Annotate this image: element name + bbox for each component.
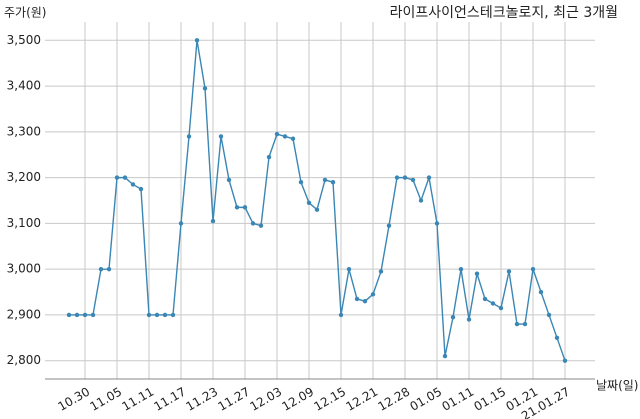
- marker: [330, 179, 336, 185]
- marker: [106, 266, 112, 272]
- marker: [82, 312, 88, 318]
- y-tick-label: 3,400: [7, 79, 41, 93]
- marker: [258, 223, 264, 228]
- marker: [362, 298, 368, 304]
- x-axis-label: 날짜(일): [596, 379, 638, 393]
- marker: [546, 312, 552, 318]
- marker: [154, 312, 160, 318]
- marker: [514, 321, 520, 327]
- marker: [210, 218, 216, 224]
- marker: [562, 358, 568, 363]
- y-axis-label: 주가(원): [4, 6, 46, 20]
- marker: [242, 205, 248, 210]
- y-tick-label: 2,800: [7, 353, 41, 367]
- y-tick-label: 3,200: [7, 170, 41, 184]
- x-tick-label: 11.23: [183, 385, 220, 414]
- marker: [170, 312, 176, 318]
- marker: [418, 198, 424, 203]
- x-tick-label: 12.28: [375, 385, 412, 414]
- y-tick-label: 3,300: [7, 124, 41, 138]
- x-tick-label: 12.09: [279, 385, 316, 414]
- marker: [394, 175, 400, 180]
- marker: [250, 221, 256, 226]
- x-tick-label: 11.11: [119, 385, 156, 414]
- marker: [178, 221, 184, 226]
- x-tick-label: 12.03: [247, 385, 284, 414]
- marker: [218, 134, 224, 139]
- marker: [298, 179, 304, 185]
- marker: [450, 315, 456, 320]
- marker: [130, 182, 136, 187]
- marker: [306, 200, 312, 205]
- x-tick-label: 01.11: [439, 385, 476, 414]
- y-tick-label: 2,900: [7, 307, 41, 321]
- line: [69, 40, 566, 361]
- marker: [346, 266, 352, 272]
- marker: [114, 175, 120, 180]
- grid: [45, 22, 595, 379]
- marker: [434, 221, 440, 226]
- marker: [402, 175, 408, 180]
- marker: [410, 177, 416, 183]
- marker: [426, 175, 432, 180]
- marker: [442, 353, 448, 359]
- x-tick-label: 01.15: [471, 385, 508, 414]
- marker: [162, 312, 168, 318]
- marker: [482, 296, 488, 302]
- marker: [522, 321, 528, 327]
- marker: [554, 335, 560, 341]
- x-tick-label: 12.21: [343, 385, 380, 414]
- y-tick-label: 3,000: [7, 262, 41, 276]
- marker: [202, 86, 208, 91]
- x-tick-label: 11.05: [87, 385, 124, 414]
- x-tick-label: 10.30: [55, 385, 92, 414]
- x-tick-label: 01.05: [407, 385, 444, 414]
- y-tick-label: 3,500: [7, 33, 41, 47]
- marker: [490, 301, 496, 306]
- marker: [466, 317, 472, 322]
- x-tick-label: 11.17: [151, 385, 188, 414]
- marker: [458, 266, 464, 272]
- marker: [474, 271, 480, 276]
- marker: [322, 177, 328, 183]
- marker: [530, 266, 536, 272]
- marker: [282, 134, 288, 139]
- marker: [146, 312, 152, 318]
- marker: [186, 134, 192, 139]
- marker: [538, 289, 544, 295]
- marker: [386, 223, 392, 228]
- marker: [314, 207, 320, 212]
- marker: [266, 154, 272, 160]
- chart-title: 라이프사이언스테크놀로지, 최근 3개월: [390, 5, 618, 21]
- marker: [498, 305, 504, 311]
- marker: [194, 38, 200, 43]
- marker: [370, 292, 376, 297]
- marker: [354, 296, 360, 302]
- x-tick-label: 11.27: [215, 385, 252, 414]
- marker: [74, 312, 80, 318]
- x-tick-label: 12.15: [311, 385, 348, 414]
- marker: [234, 205, 240, 210]
- marker: [274, 131, 280, 137]
- marker: [122, 175, 128, 180]
- marker: [138, 186, 144, 192]
- marker: [226, 177, 232, 183]
- marker: [98, 266, 104, 272]
- marker: [378, 269, 384, 274]
- marker: [506, 269, 512, 274]
- marker: [66, 312, 72, 318]
- marker: [290, 136, 296, 141]
- marker: [90, 312, 96, 318]
- marker: [338, 312, 344, 318]
- y-tick-label: 3,100: [7, 216, 41, 230]
